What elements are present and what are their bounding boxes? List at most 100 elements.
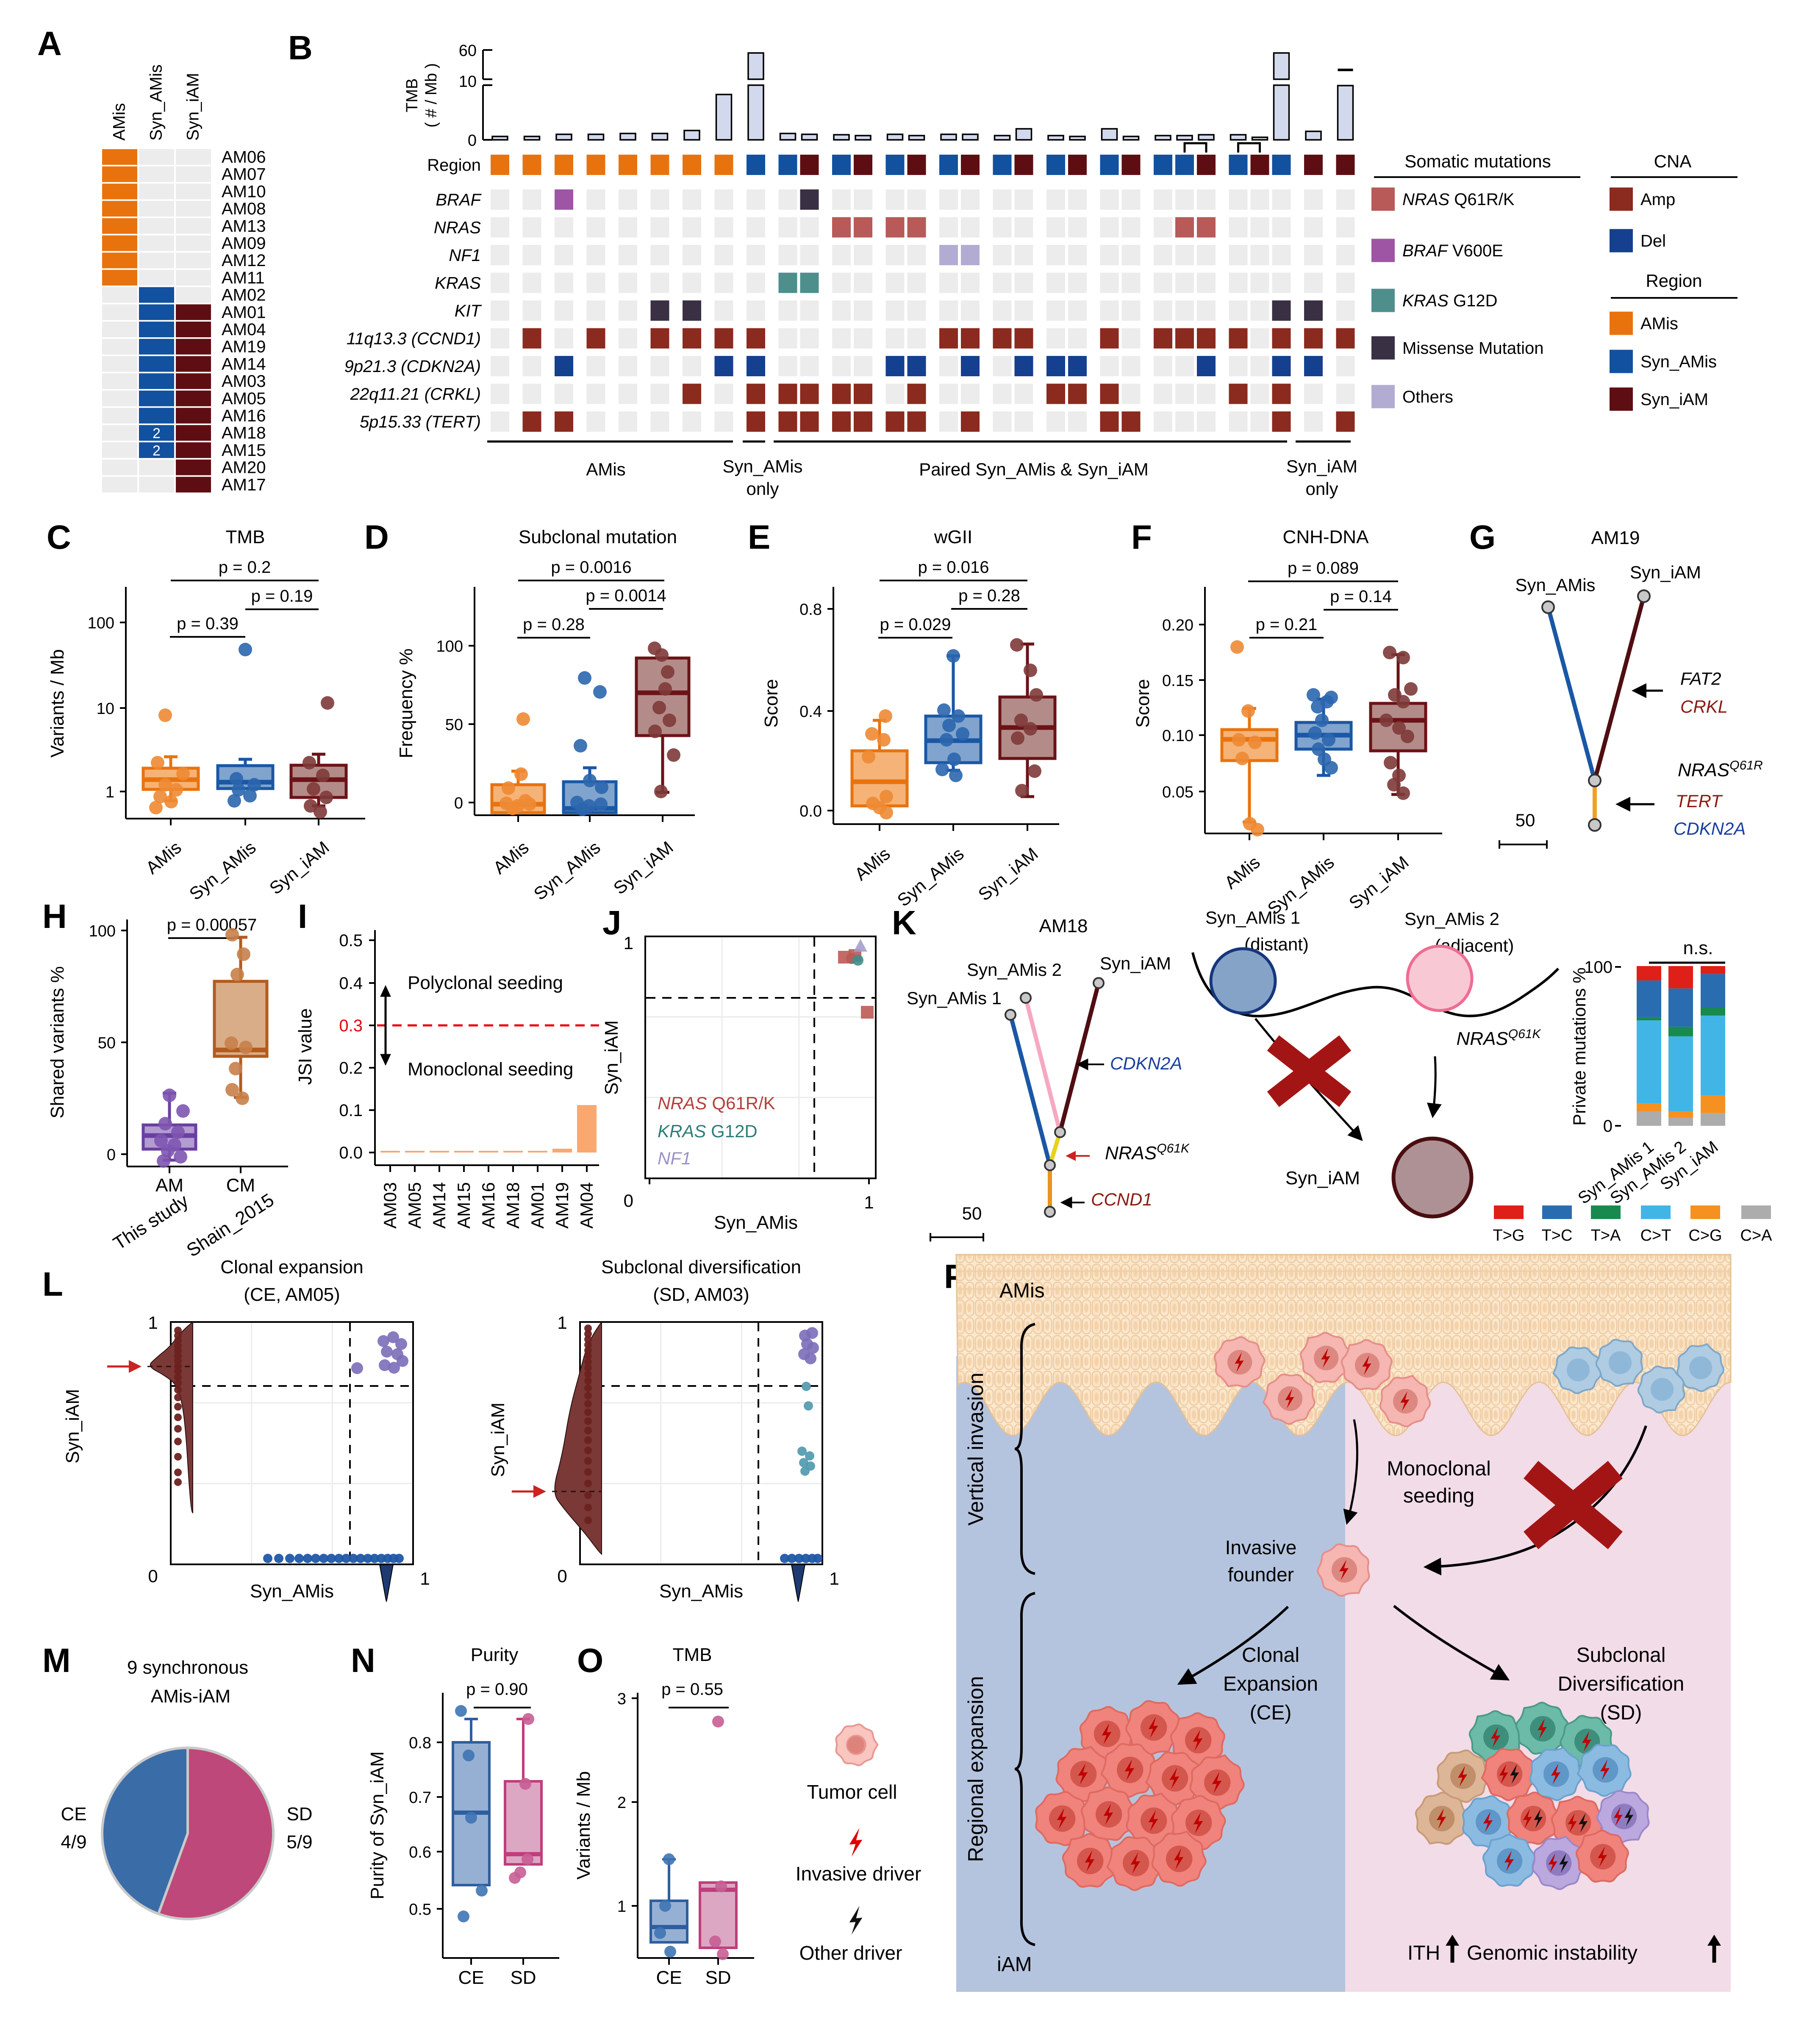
svg-text:50: 50 xyxy=(1515,810,1535,830)
svg-text:SD: SD xyxy=(286,1804,312,1825)
svg-text:p = 0.28: p = 0.28 xyxy=(958,586,1020,605)
svg-text:Syn_iAM: Syn_iAM xyxy=(1285,1168,1360,1189)
svg-text:p = 0.55: p = 0.55 xyxy=(661,1680,723,1699)
svg-text:0.3: 0.3 xyxy=(339,1016,363,1035)
svg-text:Syn_AMis 1: Syn_AMis 1 xyxy=(907,988,1002,1008)
svg-text:CE: CE xyxy=(458,1967,484,1988)
svg-text:0: 0 xyxy=(148,1566,158,1586)
svg-text:p = 0.0016: p = 0.0016 xyxy=(551,558,631,577)
svg-text:only: only xyxy=(1305,479,1338,499)
svg-text:0.0: 0.0 xyxy=(339,1144,363,1162)
svg-text:BRAF: BRAF xyxy=(436,191,482,209)
svg-text:0.0: 0.0 xyxy=(799,803,822,820)
svg-text:1: 1 xyxy=(105,783,114,801)
svg-text:Variants / Mb: Variants / Mb xyxy=(573,1771,594,1880)
svg-text:CE: CE xyxy=(61,1804,86,1825)
svg-text:AM04: AM04 xyxy=(577,1182,597,1229)
svg-text:2: 2 xyxy=(153,425,161,442)
svg-text:100: 100 xyxy=(89,922,116,940)
svg-text:2: 2 xyxy=(617,1794,626,1812)
svg-text:Clonal expansion: Clonal expansion xyxy=(220,1257,364,1278)
svg-text:NF1: NF1 xyxy=(658,1148,691,1168)
svg-text:ITH: ITH xyxy=(1407,1942,1440,1964)
svg-text:Syn_iAM: Syn_iAM xyxy=(1630,562,1701,582)
svg-text:I: I xyxy=(298,897,307,935)
svg-text:NRAS Q61R/K: NRAS Q61R/K xyxy=(658,1093,775,1113)
svg-text:AMis: AMis xyxy=(999,1280,1045,1302)
svg-text:AM04: AM04 xyxy=(222,320,266,339)
svg-text:p = 0.029: p = 0.029 xyxy=(880,615,951,634)
svg-text:AMis: AMis xyxy=(110,103,129,141)
svg-text:50: 50 xyxy=(445,716,463,734)
svg-text:F: F xyxy=(1131,518,1152,556)
svg-text:(SD): (SD) xyxy=(1600,1702,1642,1724)
svg-text:60: 60 xyxy=(459,42,477,60)
svg-text:K: K xyxy=(892,904,916,941)
svg-text:11q13.3 (CCND1): 11q13.3 (CCND1) xyxy=(347,330,481,348)
svg-text:AM15: AM15 xyxy=(454,1182,474,1229)
svg-text:1: 1 xyxy=(557,1313,567,1333)
svg-text:Syn_iAM: Syn_iAM xyxy=(601,1020,622,1095)
svg-text:AM02: AM02 xyxy=(222,286,266,305)
svg-text:SD: SD xyxy=(705,1967,731,1988)
svg-text:p = 0.39: p = 0.39 xyxy=(177,614,239,633)
svg-text:Expansion: Expansion xyxy=(1223,1673,1318,1695)
svg-text:Syn_AMis: Syn_AMis xyxy=(1515,575,1595,595)
svg-text:Monoclonal seeding: Monoclonal seeding xyxy=(408,1059,573,1080)
svg-text:p = 0.089: p = 0.089 xyxy=(1288,559,1359,578)
svg-text:Region: Region xyxy=(427,156,481,175)
svg-text:L: L xyxy=(42,1265,63,1303)
svg-text:p = 0.19: p = 0.19 xyxy=(251,587,313,605)
svg-text:G: G xyxy=(1469,518,1496,556)
svg-text:9 synchronous: 9 synchronous xyxy=(127,1657,248,1678)
svg-text:p = 0.14: p = 0.14 xyxy=(1330,587,1392,606)
svg-text:NRAS: NRAS xyxy=(434,219,481,237)
svg-text:BRAF V600E: BRAF V600E xyxy=(1402,242,1503,260)
svg-text:AM16: AM16 xyxy=(222,407,266,425)
svg-text:AM18: AM18 xyxy=(222,424,266,442)
svg-text:AM18: AM18 xyxy=(503,1182,523,1229)
svg-text:AM16: AM16 xyxy=(478,1182,498,1229)
svg-text:AM19: AM19 xyxy=(1591,528,1640,548)
svg-text:1: 1 xyxy=(829,1569,839,1589)
svg-text:0: 0 xyxy=(454,794,463,812)
svg-text:KRAS G12D: KRAS G12D xyxy=(658,1121,758,1141)
svg-text:Tumor cell: Tumor cell xyxy=(807,1781,897,1803)
svg-text:(SD, AM03): (SD, AM03) xyxy=(653,1284,749,1305)
svg-text:T>A: T>A xyxy=(1591,1227,1621,1244)
svg-text:Syn_iAM: Syn_iAM xyxy=(184,73,203,141)
svg-text:Subclonal diversification: Subclonal diversification xyxy=(601,1257,801,1278)
svg-text:AM19: AM19 xyxy=(222,338,266,356)
svg-text:Monoclonal: Monoclonal xyxy=(1387,1458,1490,1480)
svg-text:T>C: T>C xyxy=(1542,1227,1573,1244)
svg-text:0: 0 xyxy=(557,1566,567,1586)
svg-text:Syn_AMis: Syn_AMis xyxy=(147,64,166,141)
svg-text:C>A: C>A xyxy=(1740,1227,1773,1244)
svg-text:H: H xyxy=(42,897,67,935)
svg-text:0.8: 0.8 xyxy=(799,601,822,619)
svg-text:CNH-DNA: CNH-DNA xyxy=(1283,527,1369,547)
svg-text:JSI value: JSI value xyxy=(295,1008,316,1085)
svg-text:CRKL: CRKL xyxy=(1680,697,1728,717)
svg-text:Syn_AMis: Syn_AMis xyxy=(714,1212,798,1233)
svg-text:( # / Mb ): ( # / Mb ) xyxy=(422,63,440,128)
svg-text:50: 50 xyxy=(98,1034,116,1052)
svg-text:TMB: TMB xyxy=(403,78,421,112)
svg-text:0: 0 xyxy=(1603,1117,1613,1136)
svg-text:AM07: AM07 xyxy=(222,165,266,184)
svg-text:2: 2 xyxy=(153,443,161,459)
svg-text:AM18: AM18 xyxy=(1039,916,1088,936)
svg-text:Other driver: Other driver xyxy=(799,1942,902,1964)
svg-text:0.2: 0.2 xyxy=(339,1059,363,1078)
svg-text:Del: Del xyxy=(1640,232,1666,250)
svg-text:Regional expansion: Regional expansion xyxy=(964,1676,988,1862)
svg-text:p = 0.0014: p = 0.0014 xyxy=(586,586,666,605)
svg-text:4/9: 4/9 xyxy=(61,1832,86,1852)
svg-text:5/9: 5/9 xyxy=(286,1832,312,1852)
svg-text:AM14: AM14 xyxy=(222,355,266,373)
svg-text:Paired Syn_AMis & Syn_iAM: Paired Syn_AMis & Syn_iAM xyxy=(919,459,1149,479)
svg-text:AM06: AM06 xyxy=(222,148,266,167)
svg-text:NRAS Q61R/K: NRAS Q61R/K xyxy=(1402,190,1515,209)
svg-text:AM01: AM01 xyxy=(527,1182,547,1229)
svg-text:AM12: AM12 xyxy=(222,251,266,270)
